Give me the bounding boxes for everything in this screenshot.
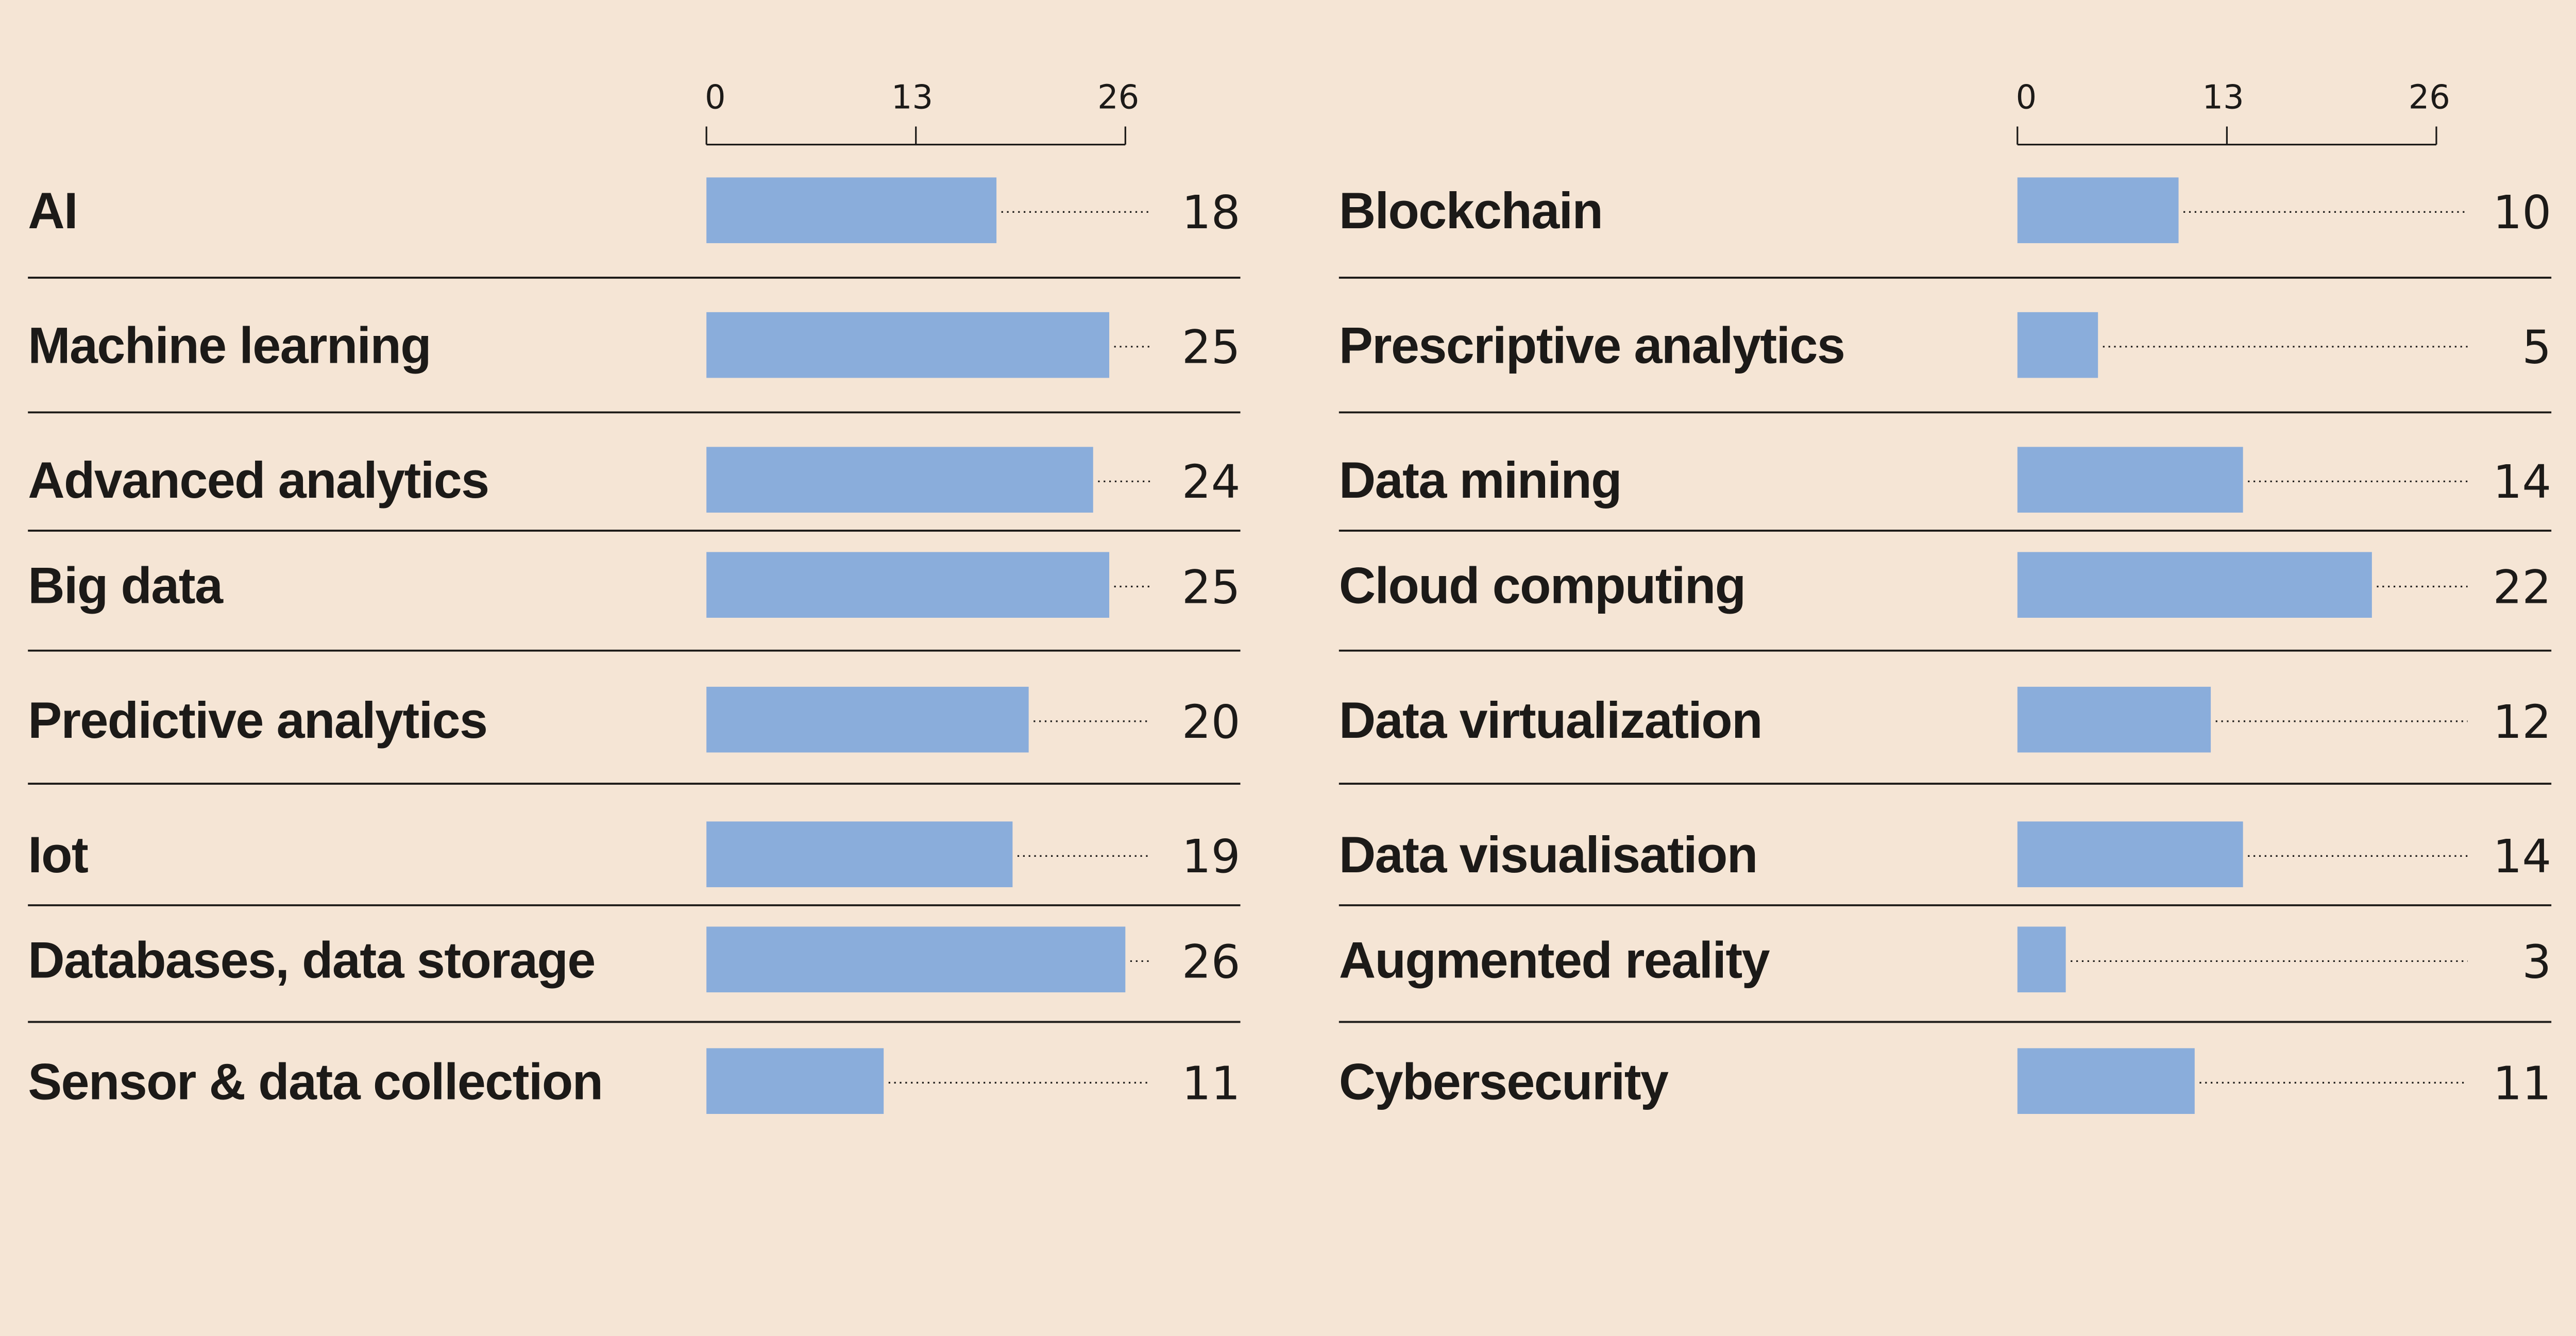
x-tick-label: 13 [2202,78,2244,116]
bar [706,552,1110,618]
value-label: 12 [2493,696,2552,749]
x-tick-label: 26 [2409,78,2450,116]
category-label: Blockchain [1339,182,1602,239]
category-label: Big data [28,557,224,614]
bar [2017,821,2243,887]
bar [706,312,1110,378]
value-label: 5 [2522,321,2551,375]
category-label: Advanced analytics [28,452,488,509]
value-label: 11 [1182,1057,1241,1110]
category-label: Databases, data storage [28,932,595,988]
category-label: Machine learning [28,317,431,374]
bar [2017,926,2066,993]
x-tick-label: 13 [891,78,933,116]
category-label: Sensor & data collection [28,1053,602,1110]
bar [706,686,1029,753]
bar [706,447,1093,513]
category-label: AI [28,182,77,239]
category-label: Predictive analytics [28,692,487,749]
x-tick-label: 26 [1097,78,1139,116]
value-label: 18 [1182,186,1241,240]
category-label: Data visualisation [1339,826,1757,883]
value-label: 20 [1182,696,1241,749]
bar [2017,686,2211,753]
value-label: 14 [2493,830,2552,884]
value-label: 10 [2493,186,2552,240]
value-label: 25 [1182,321,1241,375]
category-label: Augmented reality [1339,932,1770,988]
category-label: Cybersecurity [1339,1053,1669,1110]
x-tick-label: 0 [705,78,726,116]
value-label: 19 [1182,830,1241,884]
value-label: 14 [2493,455,2552,509]
bar [2017,1048,2195,1114]
category-label: Cloud computing [1339,557,1745,614]
value-label: 24 [1182,455,1241,509]
bar [706,1048,884,1114]
category-label: Data mining [1339,452,1621,509]
bar [706,926,1126,993]
bar [706,177,997,243]
value-label: 22 [2493,561,2552,614]
value-label: 26 [1182,935,1241,989]
bar [2017,552,2372,618]
category-label: Iot [28,826,88,883]
category-label: Prescriptive analytics [1339,317,1844,374]
value-label: 11 [2493,1057,2552,1110]
bar [2017,447,2243,513]
bar [2017,177,2179,243]
bar [706,821,1013,887]
category-label: Data virtualization [1339,692,1762,749]
bar-chart: 0 13 26 AI 18 Machine learning 25 Advanced anal… [28,78,2552,1114]
value-label: 3 [2522,935,2551,989]
bar [2017,312,2098,378]
value-label: 25 [1182,561,1241,614]
x-tick-label: 0 [2016,78,2037,116]
